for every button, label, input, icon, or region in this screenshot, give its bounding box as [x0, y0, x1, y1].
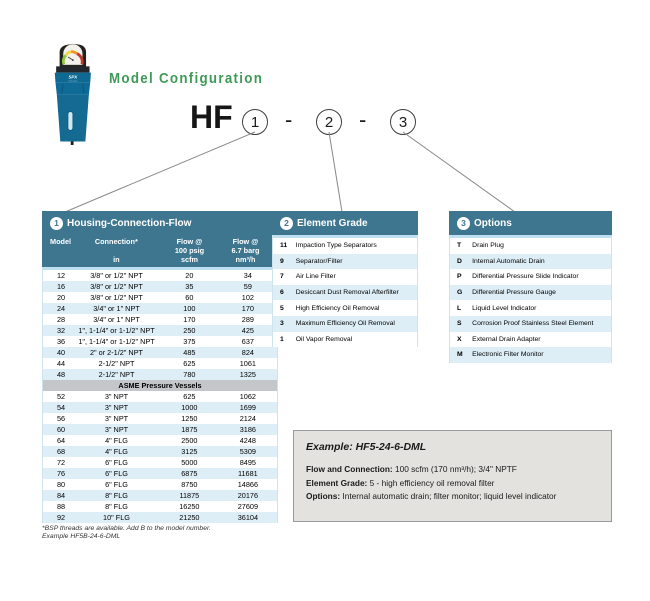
svg-text:FLOW LOGIC: FLOW LOGIC: [68, 80, 77, 82]
svg-text:SPX: SPX: [68, 75, 77, 80]
